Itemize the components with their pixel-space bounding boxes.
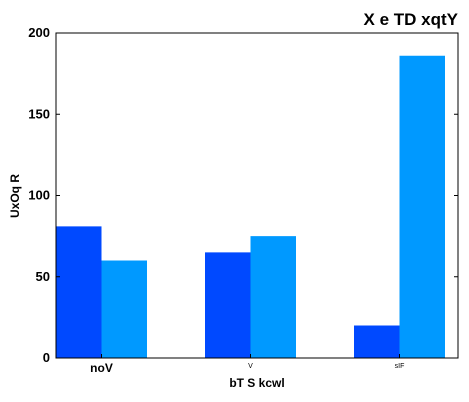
bar-sIF-series-1 xyxy=(399,55,445,358)
bars-group xyxy=(56,55,445,358)
bar-V-series-0 xyxy=(205,252,251,358)
y-tick-label: 150 xyxy=(28,106,50,121)
y-axis-label: UxOq R xyxy=(8,174,22,218)
y-tick-label: 0 xyxy=(43,350,50,365)
x-tick-label: sIF xyxy=(395,363,405,370)
x-tick-label: noV xyxy=(90,361,113,375)
y-tick-label: 100 xyxy=(28,188,50,203)
bar-sIF-series-0 xyxy=(354,325,400,358)
bar-noV-series-0 xyxy=(56,226,102,358)
bar-V-series-1 xyxy=(250,236,296,358)
x-axis-label: bT S kcwl xyxy=(229,376,284,390)
y-tick-label: 200 xyxy=(28,25,50,40)
y-axis-ticks: 0 50 100 150 200 xyxy=(28,25,458,365)
x-tick-label: V xyxy=(248,363,253,370)
y-tick-label: 50 xyxy=(36,269,50,284)
chart-title: X e TD xqtY xyxy=(364,10,459,29)
bar-noV-series-1 xyxy=(101,260,147,358)
